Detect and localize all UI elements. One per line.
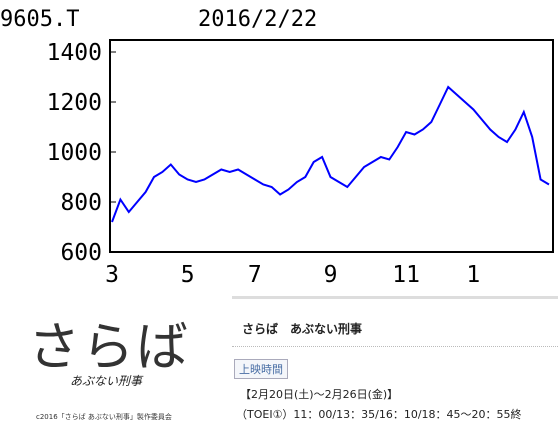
y-tick-label: 1200: [47, 90, 102, 116]
divider: [232, 296, 558, 299]
y-tick-label: 800: [60, 190, 102, 216]
y-tick-label: 1000: [47, 140, 102, 166]
x-tick-label: 3: [105, 262, 119, 288]
x-tick-label: 11: [392, 262, 420, 288]
schedule: （TOEI①）11：00/13：35/16：10/18：45～20：55終: [236, 408, 522, 421]
x-tick-label: 7: [248, 262, 262, 288]
copyright: c2016「さらば あぶない刑事」製作委員会: [36, 413, 172, 421]
date-range: 【2月20日(土)～2月26日(金)】: [240, 388, 399, 401]
showtime-button[interactable]: 上映時間: [234, 359, 288, 379]
movie-title: さらば あぶない刑事: [242, 322, 363, 336]
separator: [232, 346, 558, 347]
x-tick-label: 1: [466, 262, 480, 288]
logo: さらば: [28, 318, 191, 378]
logo-subtitle: あぶない刑事: [70, 374, 143, 388]
x-tick-label: 5: [181, 262, 195, 288]
x-tick-label: 9: [324, 262, 338, 288]
chart-title: 9605.T: [0, 7, 79, 32]
price-line: [111, 85, 550, 223]
plot-frame: [109, 39, 554, 253]
chart-subtitle: 2016/2/22: [198, 7, 317, 32]
chart: 9605.T 2016/2/22 600 800 1000 1200 1400 3 5 7 9 1…: [0, 7, 554, 288]
y-tick-label: 1400: [47, 40, 102, 66]
y-tick-label: 600: [60, 240, 102, 266]
